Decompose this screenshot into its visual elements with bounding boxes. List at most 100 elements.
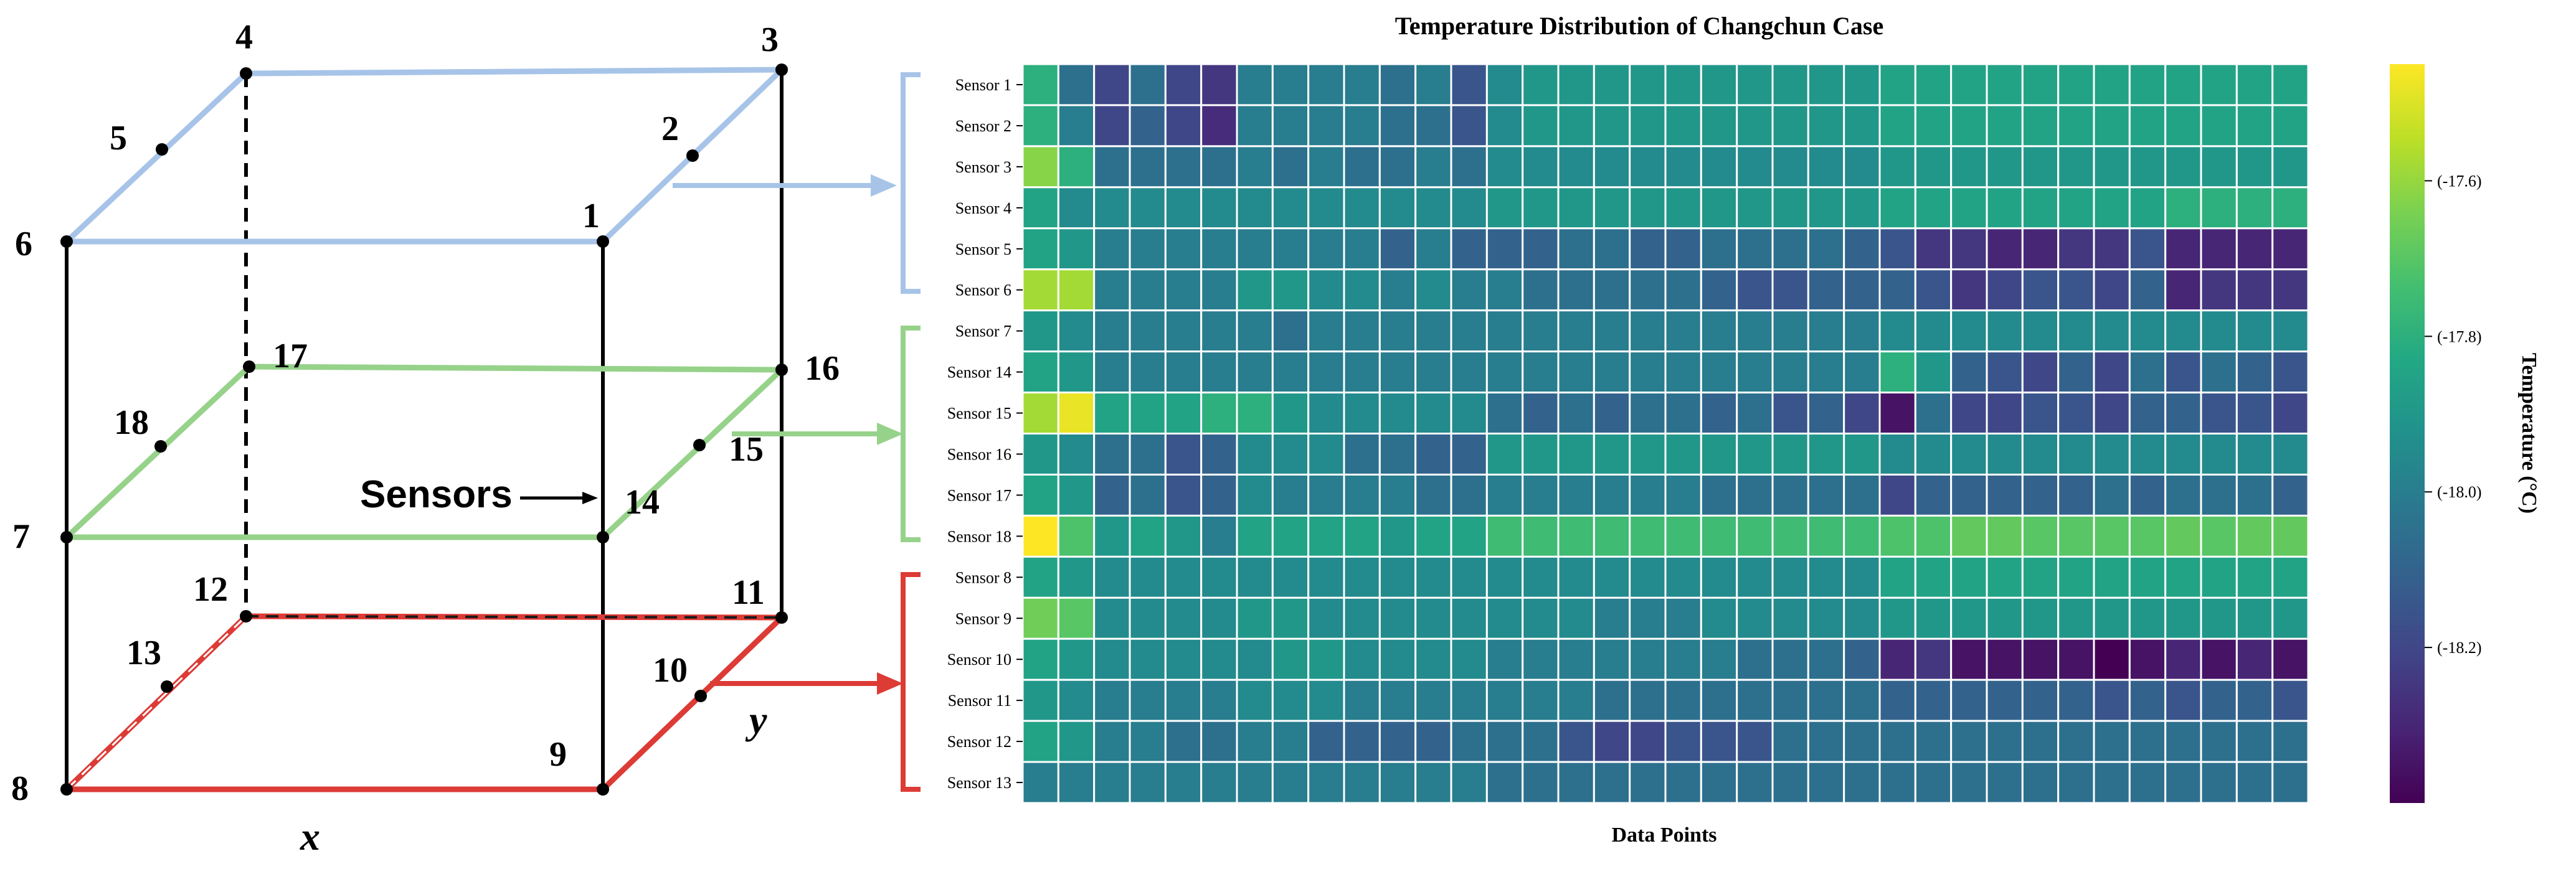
heatmap-cell — [1629, 186, 1667, 230]
heatmap-cell — [1271, 350, 1310, 394]
heatmap-cell — [1629, 63, 1667, 106]
heatmap-cell — [1914, 186, 1953, 230]
heatmap-cell — [1593, 555, 1631, 599]
heatmap-cell — [1307, 596, 1345, 640]
heatmap-cell — [1700, 392, 1738, 434]
heatmap-cell — [2235, 720, 2274, 763]
row-label: Sensor 13 — [947, 774, 1011, 792]
heatmap-cell — [2200, 679, 2238, 722]
heatmap-cell — [2093, 555, 2131, 599]
heatmap-cell — [2271, 309, 2309, 353]
heatmap-cell — [2057, 679, 2095, 722]
heatmap-cell — [2164, 104, 2202, 148]
heatmap-cell — [1164, 350, 1203, 394]
heatmap-cell — [1700, 761, 1738, 804]
heatmap-cell — [1700, 720, 1738, 763]
heatmap-cell — [1378, 145, 1417, 189]
heatmap-cell — [1057, 720, 1096, 763]
heatmap-cell — [1307, 63, 1345, 106]
heatmap-cell — [1057, 433, 1096, 476]
heatmap-cell — [1878, 555, 1916, 599]
heatmap-cell — [1843, 227, 1881, 271]
heatmap-cell — [2200, 473, 2238, 517]
heatmap-cell — [1485, 596, 1524, 640]
heatmap-cell — [1664, 596, 1702, 640]
heatmap-cell — [2271, 720, 2309, 763]
heatmap-cell — [2128, 555, 2167, 599]
heatmap-cell — [1557, 268, 1595, 312]
sensor-point-15 — [693, 439, 706, 451]
heatmap-cell — [2128, 514, 2167, 558]
sensor-point-9 — [597, 783, 609, 796]
heatmap-cell — [1557, 145, 1595, 189]
heatmap-cell — [1522, 186, 1560, 230]
row-label: Sensor 10 — [947, 651, 1011, 669]
heatmap-cell — [1843, 637, 1881, 681]
sensor-points — [60, 63, 788, 796]
heatmap-cell — [1271, 268, 1310, 312]
heatmap-cell — [1950, 473, 1988, 517]
heatmap-cell — [1057, 637, 1096, 681]
heatmap-cell — [1343, 145, 1381, 189]
heatmap-cell — [1593, 720, 1631, 763]
heatmap-cell — [1093, 392, 1131, 434]
row-label: Sensor 15 — [947, 405, 1011, 423]
heatmap-cell — [2271, 514, 2309, 558]
heatmap-cell — [1843, 761, 1881, 804]
heatmap-cell — [2164, 392, 2202, 434]
heatmap-cell — [2128, 268, 2167, 312]
heatmap-cell — [1950, 514, 1988, 558]
heatmap-cell — [1236, 186, 1274, 230]
heatmap-cell — [1021, 268, 1059, 312]
heatmap-cell — [1271, 104, 1310, 148]
sensor-point-11 — [775, 611, 788, 624]
heatmap-cell — [1914, 145, 1953, 189]
heatmap-cell — [1021, 145, 1059, 189]
heatmap-cell — [2200, 145, 2238, 189]
heatmap-cell — [1664, 637, 1702, 681]
heatmap-cell — [1950, 104, 1988, 148]
heatmap-cell — [1378, 720, 1417, 763]
heatmap-cell — [1986, 555, 2024, 599]
heatmap-cell — [1878, 350, 1916, 394]
heatmap-cell — [1200, 309, 1238, 353]
heatmap-cell — [1271, 433, 1310, 476]
cube-frame — [65, 70, 784, 789]
heatmap-cell — [1307, 268, 1345, 312]
heatmap-cell — [1485, 350, 1524, 394]
heatmap-cell — [2271, 392, 2309, 434]
heatmap-cell — [1129, 555, 1167, 599]
heatmap-cell — [1129, 104, 1167, 148]
heatmap-cell — [1843, 350, 1881, 394]
heatmap-cell — [1807, 679, 1845, 722]
sensor-point-12 — [240, 610, 252, 622]
heatmap-cell — [1236, 268, 1274, 312]
heatmap-cell — [1807, 350, 1845, 394]
heatmap-cell — [2200, 637, 2238, 681]
node-label-16: 16 — [805, 349, 840, 388]
heatmap-cell — [2235, 63, 2274, 106]
heatmap-cell — [1307, 186, 1345, 230]
heatmap-cell — [1700, 473, 1738, 517]
heatmap-cell — [1450, 268, 1488, 312]
heatmap-cell — [1343, 637, 1381, 681]
node-label-8: 8 — [11, 769, 29, 808]
heatmap-cell — [1343, 392, 1381, 434]
heatmap-cell — [1700, 555, 1738, 599]
heatmap-cell — [2128, 761, 2167, 804]
heatmap-cell — [1522, 227, 1560, 271]
heatmap-cell — [1485, 433, 1524, 476]
sensor-point-6 — [60, 235, 73, 248]
heatmap-cell — [1629, 350, 1667, 394]
heatmap-cell — [2200, 761, 2238, 804]
heatmap-cell — [1557, 637, 1595, 681]
heatmap-cell — [2235, 104, 2274, 148]
heatmap-cell — [2164, 145, 2202, 189]
heatmap-cell — [1771, 186, 1809, 230]
heatmap-cell — [1093, 555, 1131, 599]
heatmap-cell — [1878, 186, 1916, 230]
node-label-6: 6 — [15, 225, 32, 263]
heatmap-cell — [1271, 145, 1310, 189]
heatmap-cell — [1378, 350, 1417, 394]
heatmap-cell — [1593, 350, 1631, 394]
